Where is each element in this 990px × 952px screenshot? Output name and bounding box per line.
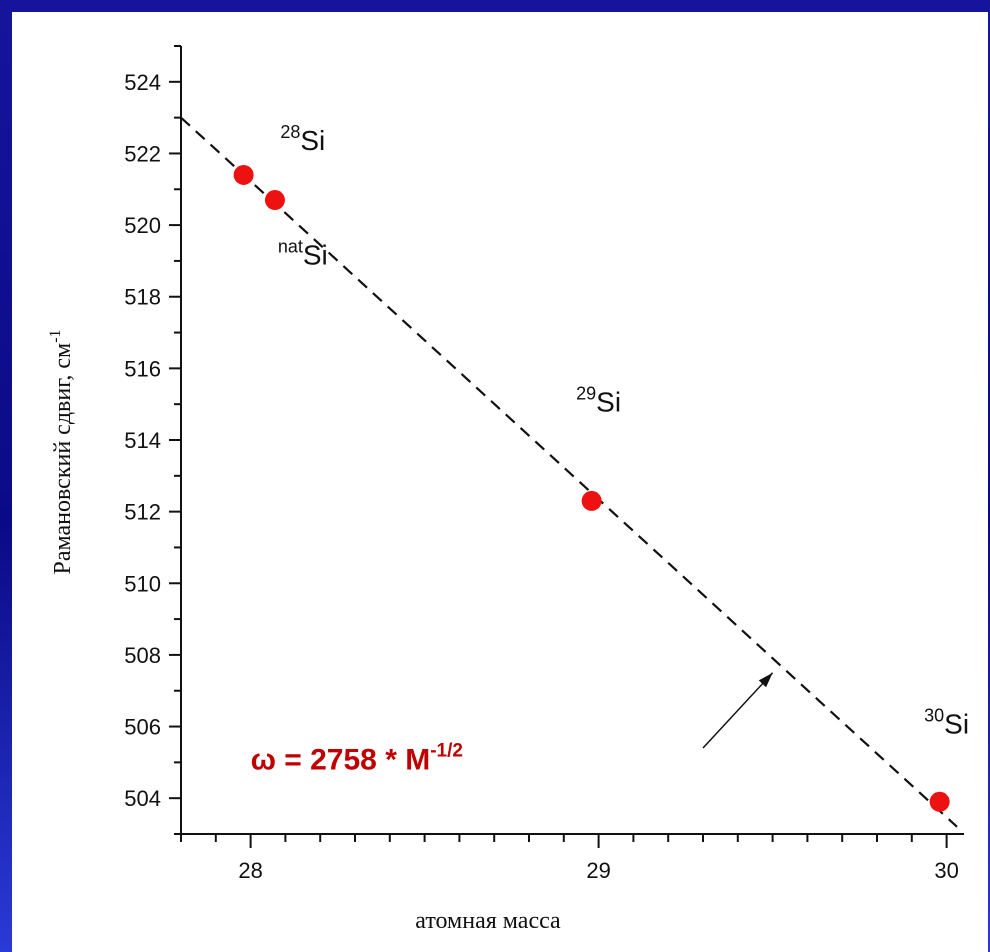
y-tick-label: 504 — [124, 786, 161, 811]
isotope-label: 29Si — [576, 383, 621, 417]
formula-annotation: ω = 2758 * M-1/2 — [251, 741, 463, 777]
isotope-mass-sup: nat — [278, 236, 303, 256]
y-axis-title: Рамановский сдвиг, см — [50, 343, 76, 575]
data-point — [233, 164, 254, 185]
data-point — [264, 190, 285, 211]
isotope-symbol: Si — [300, 125, 325, 156]
y-tick-label: 512 — [124, 500, 161, 525]
isotope-mass-sup: 29 — [576, 383, 596, 403]
data-point — [581, 490, 602, 511]
x-axis-title: атомная масса — [415, 908, 561, 934]
y-tick-label: 514 — [124, 428, 161, 453]
svg-text:Рамановский сдвиг, см-1: Рамановский сдвиг, см-1 — [47, 329, 76, 574]
y-tick-label: 520 — [124, 213, 161, 238]
y-tick-label: 516 — [124, 356, 161, 381]
isotope-symbol: Si — [303, 239, 328, 270]
data-points — [233, 164, 950, 812]
chart-panel: 504 506 508 510 512 514 516 518 520 522 524 28 29 30 … — [12, 12, 988, 952]
y-axis-title-group: Рамановский сдвиг, см-1 — [47, 329, 76, 574]
x-tick-label: 30 — [934, 858, 958, 883]
ticks: 504 506 508 510 512 514 516 518 520 522 524 28 29 30 — [124, 45, 959, 883]
isotope-symbol: Si — [944, 709, 969, 740]
y-axis-title-sup: -1 — [47, 329, 64, 342]
isotope-symbol: Si — [596, 386, 621, 417]
fit-line-group — [180, 116, 958, 828]
isotope-mass-sup: 28 — [280, 122, 300, 142]
y-tick-label: 506 — [124, 715, 161, 740]
formula-text: ω = 2758 * M — [251, 744, 431, 777]
isotope-label: 28Si — [280, 122, 325, 156]
axes — [180, 46, 964, 835]
isotope-label: natSi — [278, 236, 328, 270]
y-tick-label: 510 — [124, 571, 161, 596]
isotope-label: 30Si — [924, 706, 969, 740]
data-point — [929, 791, 950, 812]
y-tick-label: 518 — [124, 285, 161, 310]
isotope-mass-sup: 30 — [924, 706, 944, 726]
y-tick-label: 522 — [124, 141, 161, 166]
arrow-shaft — [702, 672, 774, 749]
fit-line — [180, 116, 958, 828]
arrow-head — [758, 672, 773, 688]
x-tick-label: 29 — [586, 858, 610, 883]
y-tick-label: 524 — [124, 70, 161, 95]
formula-exponent: -1/2 — [430, 741, 463, 762]
y-tick-label: 508 — [124, 643, 161, 668]
x-tick-label: 28 — [238, 858, 262, 883]
